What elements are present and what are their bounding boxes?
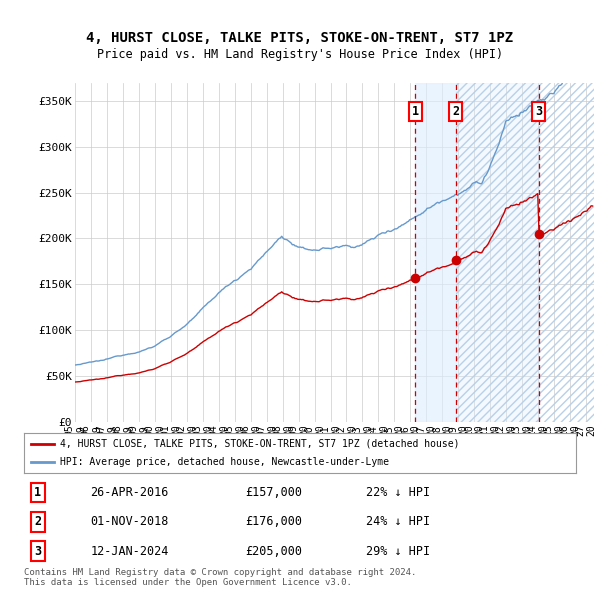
Bar — [455, 83, 539, 422]
Text: 1: 1 — [34, 486, 41, 499]
Text: 2: 2 — [34, 515, 41, 529]
Text: 1: 1 — [412, 105, 419, 118]
Bar — [415, 83, 455, 422]
Text: 24% ↓ HPI: 24% ↓ HPI — [366, 515, 430, 529]
Text: 01-NOV-2018: 01-NOV-2018 — [90, 515, 169, 529]
Bar — [539, 83, 594, 422]
Bar — [455, 83, 539, 422]
Text: HPI: Average price, detached house, Newcastle-under-Lyme: HPI: Average price, detached house, Newc… — [60, 457, 389, 467]
Text: Price paid vs. HM Land Registry's House Price Index (HPI): Price paid vs. HM Land Registry's House … — [97, 48, 503, 61]
Text: 3: 3 — [34, 545, 41, 558]
Text: Contains HM Land Registry data © Crown copyright and database right 2024.
This d: Contains HM Land Registry data © Crown c… — [24, 568, 416, 587]
Text: 12-JAN-2024: 12-JAN-2024 — [90, 545, 169, 558]
Text: £157,000: £157,000 — [245, 486, 302, 499]
Text: 29% ↓ HPI: 29% ↓ HPI — [366, 545, 430, 558]
Text: 26-APR-2016: 26-APR-2016 — [90, 486, 169, 499]
Text: 4, HURST CLOSE, TALKE PITS, STOKE-ON-TRENT, ST7 1PZ: 4, HURST CLOSE, TALKE PITS, STOKE-ON-TRE… — [86, 31, 514, 45]
Text: 3: 3 — [535, 105, 542, 118]
Text: £176,000: £176,000 — [245, 515, 302, 529]
Text: 4, HURST CLOSE, TALKE PITS, STOKE-ON-TRENT, ST7 1PZ (detached house): 4, HURST CLOSE, TALKE PITS, STOKE-ON-TRE… — [60, 439, 460, 449]
Text: £205,000: £205,000 — [245, 545, 302, 558]
Text: 22% ↓ HPI: 22% ↓ HPI — [366, 486, 430, 499]
Text: 2: 2 — [452, 105, 459, 118]
